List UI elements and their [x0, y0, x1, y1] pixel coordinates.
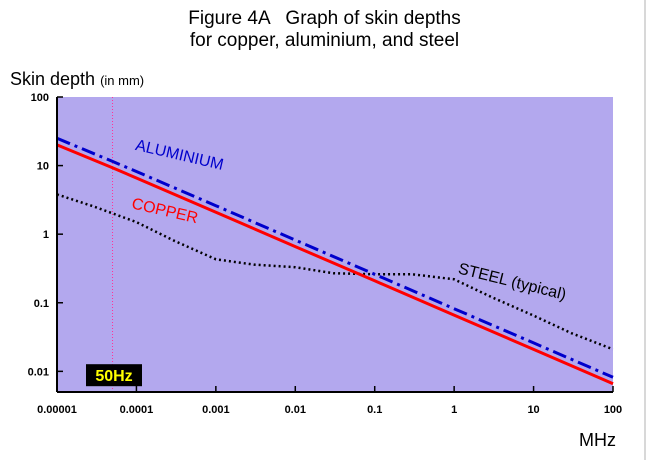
- y-axis-label: Skin depth (in mm): [10, 69, 144, 90]
- x-tick-label: 0.001: [202, 404, 230, 416]
- x-tick-label: 0.0001: [120, 404, 154, 416]
- y-tick-label: 10: [37, 161, 49, 173]
- x-tick-label: 1: [451, 404, 457, 416]
- x-axis-unit: MHz: [579, 430, 616, 450]
- page-edge-divider: [644, 0, 646, 460]
- x-tick-label: 0.1: [367, 404, 382, 416]
- y-axis-label-text: Skin depth: [10, 69, 96, 89]
- chart-title-line1: Figure 4A Graph of skin depths: [188, 8, 461, 29]
- copper-line: [56, 143, 614, 386]
- chart-title: Figure 4A Graph of skin depths for coppe…: [0, 8, 649, 52]
- chart-title-line2: for copper, aluminium, and steel: [189, 30, 460, 51]
- y-tick-label: 1: [43, 229, 49, 241]
- y-tick-label: 100: [31, 92, 49, 104]
- badge-50hz-bg: [86, 364, 142, 387]
- y-tick-label: 0.1: [34, 298, 49, 310]
- y-tick-label: 0.01: [28, 366, 49, 378]
- y-axis-unit-note: (in mm): [100, 73, 145, 88]
- x-tick-label: 0.01: [285, 404, 306, 416]
- x-tick-label: 0.00001: [37, 404, 77, 416]
- x-tick-label: 10: [527, 404, 539, 416]
- badge-50hz-label: 50Hz: [95, 368, 132, 385]
- x-tick-label: 100: [604, 404, 622, 416]
- aluminium-line: [56, 136, 614, 379]
- steel-line: [56, 193, 614, 351]
